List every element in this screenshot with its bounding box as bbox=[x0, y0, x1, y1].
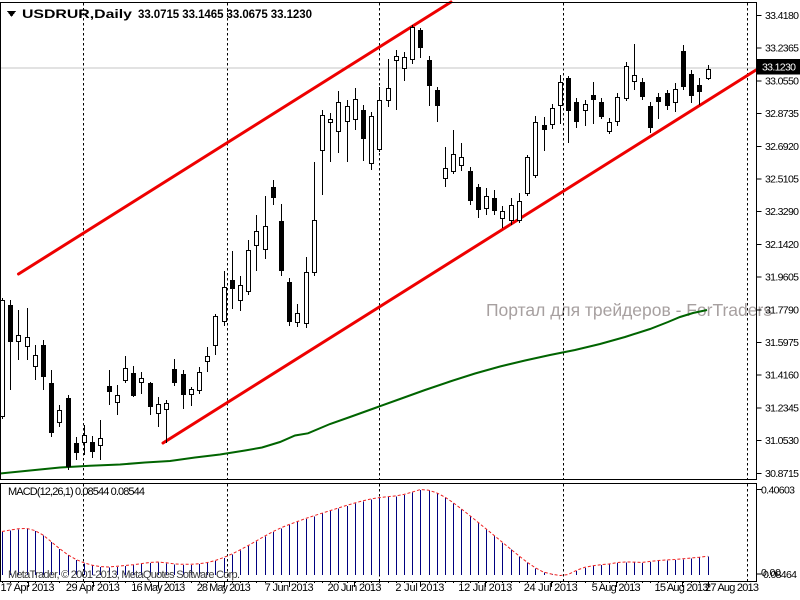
svg-text:31.2345: 31.2345 bbox=[765, 402, 799, 414]
svg-text:24 Jul 2013: 24 Jul 2013 bbox=[524, 582, 578, 594]
svg-text:31.4160: 31.4160 bbox=[765, 370, 799, 382]
svg-text:5 Aug 2013: 5 Aug 2013 bbox=[592, 582, 641, 594]
svg-text:20 Jun 2013: 20 Jun 2013 bbox=[328, 582, 382, 594]
svg-text:32.6920: 32.6920 bbox=[765, 141, 799, 153]
svg-text:33.0715 33.1465 33.0675 33.123: 33.0715 33.1465 33.0675 33.1230 bbox=[138, 9, 312, 21]
svg-text:33.4180: 33.4180 bbox=[765, 10, 799, 22]
svg-text:0.08464: 0.08464 bbox=[763, 569, 797, 581]
svg-text:2 Jul 2013: 2 Jul 2013 bbox=[395, 582, 444, 594]
svg-text:33.1230: 33.1230 bbox=[762, 62, 796, 74]
svg-text:31.7790: 31.7790 bbox=[765, 304, 799, 316]
svg-text:16 May 2013: 16 May 2013 bbox=[131, 582, 185, 594]
svg-text:0.40603: 0.40603 bbox=[761, 485, 795, 497]
svg-text:28 May 2013: 28 May 2013 bbox=[197, 582, 251, 594]
svg-text:31.9605: 31.9605 bbox=[765, 272, 799, 284]
svg-text:32.1420: 32.1420 bbox=[765, 239, 799, 251]
svg-text:15 Aug 2013: 15 Aug 2013 bbox=[655, 582, 709, 594]
svg-text:33.2365: 33.2365 bbox=[765, 43, 799, 55]
svg-text:USDRUR,Daily: USDRUR,Daily bbox=[22, 7, 132, 21]
svg-text:32.8735: 32.8735 bbox=[765, 108, 799, 120]
svg-text:12 Jul 2013: 12 Jul 2013 bbox=[458, 582, 512, 594]
svg-text:32.5105: 32.5105 bbox=[765, 174, 799, 186]
svg-text:27 Aug 2013: 27 Aug 2013 bbox=[705, 582, 759, 594]
svg-text:Портал для трейдеров - ForTrad: Портал для трейдеров - ForTraders bbox=[486, 300, 772, 320]
svg-text:30.8715: 30.8715 bbox=[765, 468, 799, 480]
svg-text:17 Apr 2013: 17 Apr 2013 bbox=[1, 582, 55, 594]
svg-text:MACD(12,26,1) 0.08544 0.08544: MACD(12,26,1) 0.08544 0.08544 bbox=[8, 486, 145, 498]
svg-text:0.00: 0.00 bbox=[761, 567, 781, 579]
svg-text:32.3290: 32.3290 bbox=[765, 206, 799, 218]
svg-text:7 Jun 2013: 7 Jun 2013 bbox=[265, 582, 314, 594]
svg-text:MetaTrader, © 2001-2013, MetaQ: MetaTrader, © 2001-2013, MetaQuotes Soft… bbox=[8, 569, 240, 581]
svg-text:31.5975: 31.5975 bbox=[765, 337, 799, 349]
svg-text:29 Apr 2013: 29 Apr 2013 bbox=[66, 582, 120, 594]
svg-text:33.0550: 33.0550 bbox=[765, 75, 799, 87]
svg-text:31.0530: 31.0530 bbox=[765, 435, 799, 447]
